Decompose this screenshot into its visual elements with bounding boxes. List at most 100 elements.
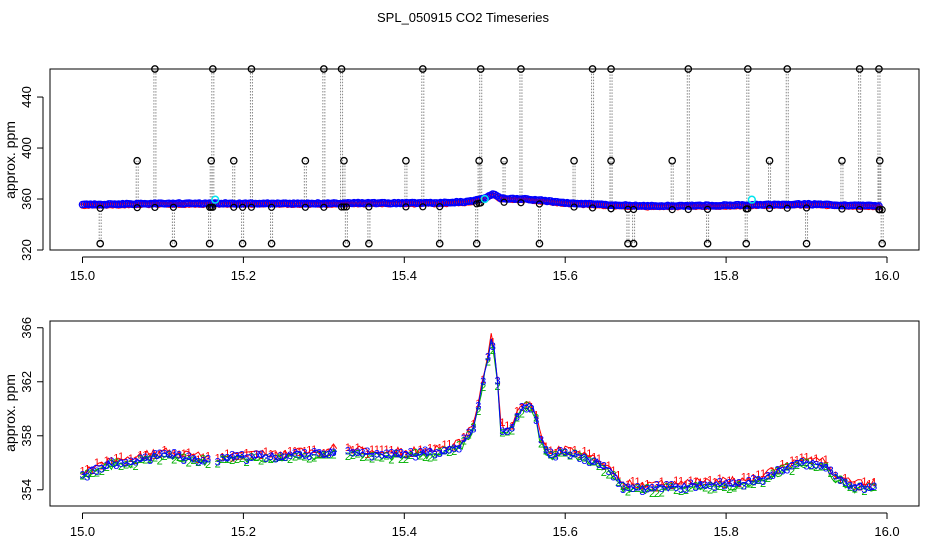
bottom-point-series-2: 2 bbox=[422, 452, 428, 464]
bottom-point-series-1: 1 bbox=[413, 447, 419, 459]
bottom-point-series-1: 1 bbox=[379, 444, 385, 456]
top-outlier-point bbox=[607, 156, 615, 165]
top-outlier-point bbox=[875, 156, 884, 165]
top-outlier-point bbox=[475, 156, 483, 165]
top-plot-frame bbox=[49, 68, 920, 251]
bottom-point-series-2: 2 bbox=[205, 459, 211, 471]
top-outlier-point bbox=[472, 239, 481, 248]
top-outlier-point bbox=[802, 239, 811, 248]
bottom-point-series-1: 1 bbox=[591, 452, 597, 464]
top-outlier-point bbox=[765, 156, 774, 165]
top-outlier-point bbox=[742, 239, 751, 248]
bottom-point-series-2: 2 bbox=[263, 453, 269, 465]
top-x-tick-label: 15.8 bbox=[713, 268, 738, 283]
bottom-point-series-3: 3 bbox=[857, 482, 863, 494]
bottom-point-series-3: 3 bbox=[350, 447, 356, 459]
bottom-point-series-1: 1 bbox=[514, 405, 520, 417]
bottom-point-series-1: 1 bbox=[369, 444, 375, 456]
bottom-point-series-2: 2 bbox=[330, 450, 336, 462]
bottom-point-series-2: 2 bbox=[664, 482, 670, 494]
bottom-point-series-3: 3 bbox=[456, 443, 462, 455]
bottom-point-series-2: 2 bbox=[823, 461, 829, 473]
bottom-point-series-2: 2 bbox=[84, 468, 90, 480]
bottom-point-series-3: 3 bbox=[263, 453, 269, 465]
bottom-point-series-3: 3 bbox=[741, 481, 747, 493]
bottom-point-series-3: 3 bbox=[760, 476, 766, 488]
top-outlier-point bbox=[96, 239, 105, 248]
bottom-point-series-3: 3 bbox=[852, 482, 858, 494]
bottom-point-series-1: 1 bbox=[803, 451, 809, 463]
bottom-point-series-2: 2 bbox=[456, 440, 462, 452]
bottom-point-series-2: 2 bbox=[808, 460, 814, 472]
bottom-point-series-3: 3 bbox=[451, 443, 457, 455]
bottom-point-series-2: 2 bbox=[359, 452, 365, 464]
top-outlier-base-point bbox=[436, 203, 444, 211]
bottom-point-series-3: 3 bbox=[142, 452, 148, 464]
bottom-point-series-2: 2 bbox=[861, 486, 867, 498]
bottom-point-series-1: 1 bbox=[205, 451, 211, 463]
bottom-point-series-3: 3 bbox=[374, 448, 380, 460]
bottom-point-series-2: 2 bbox=[200, 454, 206, 466]
bottom-point-series-2: 2 bbox=[567, 451, 573, 463]
bottom-point-series-2: 2 bbox=[755, 475, 761, 487]
bottom-point-series-2: 2 bbox=[828, 468, 834, 480]
bottom-point-series-2: 2 bbox=[857, 481, 863, 493]
bottom-point-series-3: 3 bbox=[330, 447, 336, 459]
bottom-point-series-1: 1 bbox=[837, 474, 843, 486]
bottom-point-series-2: 2 bbox=[741, 480, 747, 492]
top-outlier-point bbox=[703, 239, 712, 248]
bottom-point-series-1: 1 bbox=[528, 401, 534, 413]
bottom-point-series-2: 2 bbox=[176, 452, 182, 464]
bottom-point-series-2: 2 bbox=[625, 486, 631, 498]
bottom-point-series-3: 3 bbox=[601, 461, 607, 473]
top-outlier-point bbox=[133, 156, 142, 165]
bottom-point-series-3: 3 bbox=[108, 456, 114, 468]
bottom-point-series-1: 1 bbox=[548, 445, 554, 457]
bottom-point-series-3: 3 bbox=[268, 451, 274, 463]
bottom-point-series-1: 1 bbox=[384, 444, 390, 456]
bottom-point-series-1: 1 bbox=[466, 428, 472, 440]
bottom-point-series-2: 2 bbox=[321, 450, 327, 462]
bottom-point-series-1: 1 bbox=[610, 465, 616, 477]
bottom-point-series-1: 1 bbox=[330, 443, 336, 455]
bottom-point-series-1: 1 bbox=[161, 445, 167, 457]
bottom-point-series-1: 1 bbox=[770, 466, 776, 478]
bottom-point-series-2: 2 bbox=[673, 485, 679, 497]
bottom-point-series-2: 2 bbox=[552, 449, 558, 461]
top-outlier-base-point bbox=[96, 204, 104, 212]
bottom-point-series-2: 2 bbox=[398, 454, 404, 466]
bottom-point-series-1: 1 bbox=[186, 447, 192, 459]
bottom-point-series-3: 3 bbox=[538, 435, 544, 447]
bottom-point-series-2: 2 bbox=[514, 412, 520, 424]
bottom-point-series-1: 1 bbox=[596, 453, 602, 465]
bottom-point-series-3: 3 bbox=[504, 426, 510, 438]
top-outlier-base-point bbox=[133, 204, 141, 212]
bottom-point-series-2: 2 bbox=[432, 452, 438, 464]
bottom-point-series-3: 3 bbox=[413, 451, 419, 463]
bottom-point-series-1: 1 bbox=[586, 448, 592, 460]
bottom-point-series-3: 3 bbox=[466, 427, 472, 439]
bottom-point-series-2: 2 bbox=[306, 454, 312, 466]
bottom-x-tick-label: 15.0 bbox=[70, 524, 95, 539]
top-outlier-point bbox=[365, 239, 373, 248]
bottom-point-series-2: 2 bbox=[258, 456, 264, 468]
bottom-point-series-3: 3 bbox=[422, 445, 428, 457]
bottom-point-series-2: 2 bbox=[171, 455, 177, 467]
bottom-point-series-2: 2 bbox=[572, 448, 578, 460]
bottom-point-series-3: 3 bbox=[770, 470, 776, 482]
bottom-point-series-3: 3 bbox=[133, 456, 139, 468]
bottom-point-series-2: 2 bbox=[301, 452, 307, 464]
bottom-point-series-2: 2 bbox=[606, 469, 612, 481]
bottom-point-series-3: 3 bbox=[543, 444, 549, 456]
bottom-point-series-1: 1 bbox=[374, 444, 380, 456]
top-outlier-point bbox=[838, 156, 846, 165]
bottom-point-series-1: 1 bbox=[755, 469, 761, 481]
top-outlier-base-point bbox=[802, 204, 811, 212]
bottom-point-series-3: 3 bbox=[548, 447, 554, 459]
bottom-point-series-2: 2 bbox=[79, 470, 85, 482]
bottom-point-series-3: 3 bbox=[79, 469, 85, 481]
bottom-point-series-3: 3 bbox=[750, 473, 756, 485]
bottom-point-series-2: 2 bbox=[446, 447, 452, 459]
top-outlier-base-point bbox=[247, 203, 256, 211]
bottom-point-series-3: 3 bbox=[297, 450, 303, 462]
